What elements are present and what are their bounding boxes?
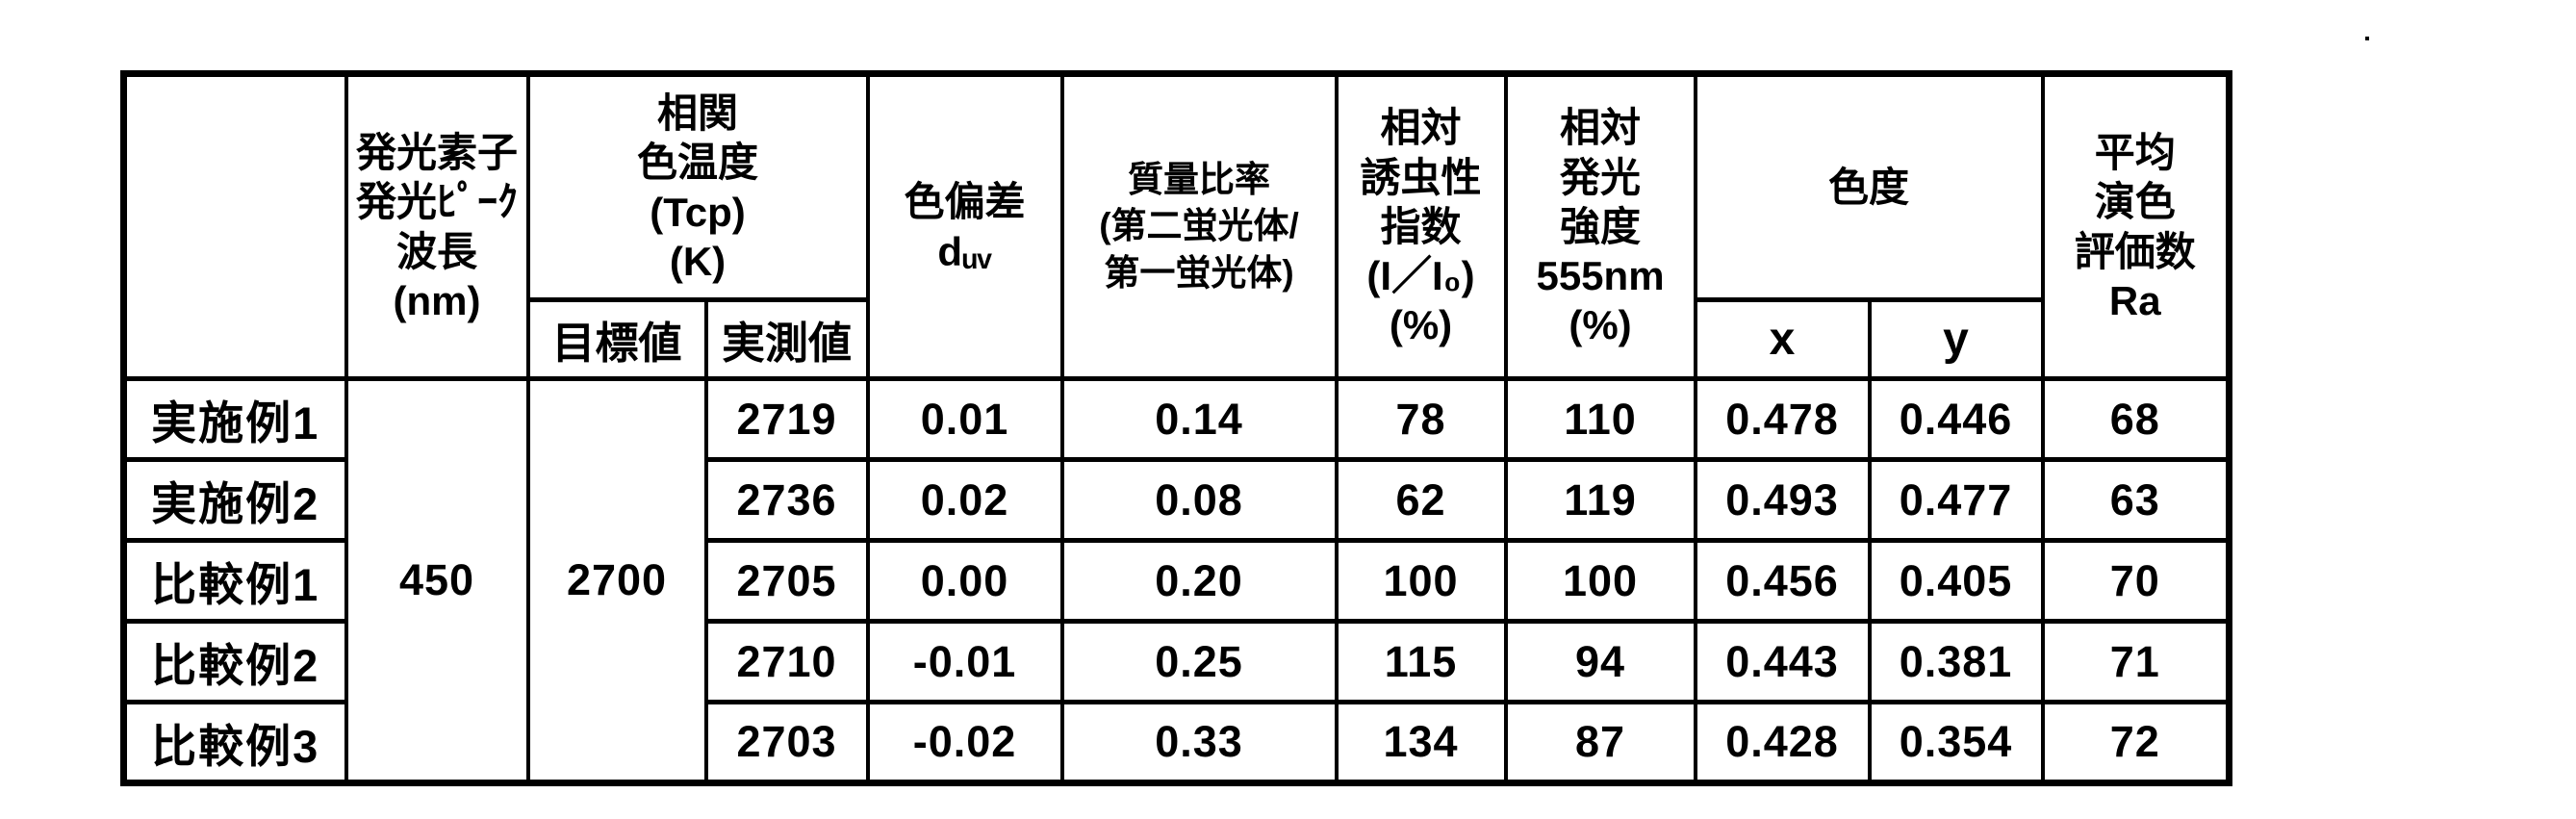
- cell-insect-index: 62: [1334, 457, 1508, 543]
- row-label: 比較例2: [121, 619, 348, 704]
- cell-insect-index: 115: [1334, 619, 1508, 704]
- cell-rel-intensity: 110: [1503, 376, 1697, 462]
- cell-cct-measured: 2736: [703, 457, 870, 543]
- table-row-comparative-3: 比較例3 2703 -0.02 0.33 134 87 0.428 0.354 …: [121, 700, 2232, 785]
- cell-y: 0.354: [1867, 700, 2045, 785]
- cell-cct-measured: 2719: [703, 376, 870, 462]
- col-header-y: y: [1867, 297, 2045, 381]
- row-label: 実施例1: [121, 376, 348, 462]
- col-header-peak-wavelength-label: 発光素子 発光ﾋﾟｰｸ 波長 (nm): [355, 130, 518, 323]
- cell-cct-target-shared: 2700: [525, 376, 708, 785]
- cell-mass-ratio: 0.20: [1059, 538, 1339, 624]
- cell-insect-index: 134: [1334, 700, 1508, 785]
- results-table: 発光素子 発光ﾋﾟｰｸ 波長 (nm) 相関 色温度 (Tcp) (K) 色偏差…: [120, 70, 2233, 786]
- col-header-rel-intensity-label: 相対 発光 強度 555nm (%): [1536, 105, 1665, 348]
- cell-rel-intensity: 94: [1503, 619, 1697, 704]
- row-label: 実施例2: [121, 457, 348, 543]
- col-header-duv-label: 色偏差 dᵤᵥ: [904, 179, 1026, 274]
- col-header-peak-wavelength: 発光素子 発光ﾋﾟｰｸ 波長 (nm): [344, 71, 530, 381]
- cell-y: 0.381: [1867, 619, 2045, 704]
- cell-duv: -0.02: [865, 700, 1064, 785]
- cell-y: 0.446: [1867, 376, 2045, 462]
- cell-rel-intensity: 87: [1503, 700, 1697, 785]
- col-header-insect-index-label: 相対 誘虫性 指数 (I／I₀) (%): [1360, 105, 1482, 348]
- cell-ra: 68: [2040, 376, 2232, 462]
- col-header-rel-intensity: 相対 発光 強度 555nm (%): [1503, 71, 1697, 381]
- corner-cell: [121, 71, 348, 381]
- cell-y: 0.405: [1867, 538, 2045, 624]
- col-header-x: x: [1693, 297, 1872, 381]
- col-header-chromaticity-group-label: 色度: [1828, 164, 1910, 210]
- cell-y: 0.477: [1867, 457, 2045, 543]
- col-header-cri: 平均 演色 評価数 Ra: [2040, 71, 2232, 381]
- cell-cct-measured: 2703: [703, 700, 870, 785]
- header-row-sub: 目標値 実測値 x y: [124, 297, 2230, 381]
- cell-x: 0.443: [1693, 619, 1872, 704]
- cell-x: 0.478: [1693, 376, 1872, 462]
- col-header-cct-measured: 実測値: [703, 297, 870, 381]
- cell-insect-index: 100: [1334, 538, 1508, 624]
- col-header-cct-target: 目標値: [525, 297, 708, 381]
- table-row-example-1: 実施例1 450 2700 2719 0.01 0.14 78 110 0.47…: [121, 376, 2232, 785]
- scan-artifact-dot: [2365, 37, 2369, 40]
- table-row-comparative-2: 比較例2 2710 -0.01 0.25 115 94 0.443 0.381 …: [121, 619, 2232, 704]
- header-row-group: 発光素子 発光ﾋﾟｰｸ 波長 (nm) 相関 色温度 (Tcp) (K) 色偏差…: [121, 71, 2232, 381]
- col-header-cct-group: 相関 色温度 (Tcp) (K): [525, 71, 870, 302]
- cell-insect-index: 78: [1334, 376, 1508, 462]
- col-header-mass-ratio: 質量比率 (第二蛍光体/ 第一蛍光体): [1059, 71, 1339, 381]
- cell-x: 0.428: [1693, 700, 1872, 785]
- cell-mass-ratio: 0.25: [1059, 619, 1339, 704]
- cell-mass-ratio: 0.14: [1059, 376, 1339, 462]
- cell-mass-ratio: 0.33: [1059, 700, 1339, 785]
- col-header-cct-group-label: 相関 色温度 (Tcp) (K): [637, 90, 759, 284]
- cell-ra: 71: [2040, 619, 2232, 704]
- col-header-insect-index: 相対 誘虫性 指数 (I／I₀) (%): [1334, 71, 1508, 381]
- table-row-example-2: 実施例2 2736 0.02 0.08 62 119 0.493 0.477 6…: [121, 457, 2232, 543]
- cell-duv: -0.01: [865, 619, 1064, 704]
- row-label: 比較例1: [121, 538, 348, 624]
- row-label: 比較例3: [121, 700, 348, 785]
- col-header-mass-ratio-label: 質量比率 (第二蛍光体/ 第一蛍光体): [1099, 160, 1299, 293]
- cell-duv: 0.02: [865, 457, 1064, 543]
- cell-mass-ratio: 0.08: [1059, 457, 1339, 543]
- col-header-chromaticity-group: 色度: [1693, 71, 2045, 302]
- cell-duv: 0.01: [865, 376, 1064, 462]
- cell-ra: 70: [2040, 538, 2232, 624]
- cell-duv: 0.00: [865, 538, 1064, 624]
- cell-ra: 72: [2040, 700, 2232, 785]
- cell-cct-measured: 2705: [703, 538, 870, 624]
- cell-rel-intensity: 100: [1503, 538, 1697, 624]
- table-row-comparative-1: 比較例1 2705 0.00 0.20 100 100 0.456 0.405 …: [121, 538, 2232, 624]
- cell-x: 0.493: [1693, 457, 1872, 543]
- cell-x: 0.456: [1693, 538, 1872, 624]
- col-header-duv: 色偏差 dᵤᵥ: [865, 71, 1064, 381]
- cell-cct-measured: 2710: [703, 619, 870, 704]
- cell-ra: 63: [2040, 457, 2232, 543]
- cell-rel-intensity: 119: [1503, 457, 1697, 543]
- cell-peak-wavelength-shared: 450: [344, 376, 530, 785]
- col-header-cri-label: 平均 演色 評価数 Ra: [2074, 130, 2196, 323]
